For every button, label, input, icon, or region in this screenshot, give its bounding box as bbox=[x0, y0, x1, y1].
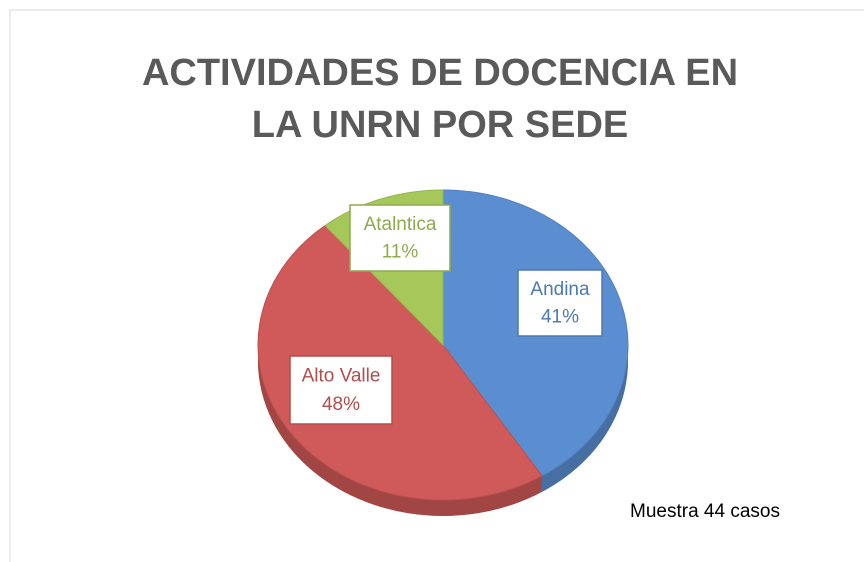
label-box bbox=[517, 269, 603, 337]
slice-value-label: 48% bbox=[322, 394, 360, 415]
annotation: Muestra 44 casos bbox=[630, 501, 780, 522]
slice-value-label: 41% bbox=[541, 307, 579, 328]
chart-title: ACTIVIDADES DE DOCENCIA EN LA UNRN POR SE… bbox=[142, 52, 738, 146]
label-box bbox=[289, 355, 393, 425]
slice bbox=[257, 224, 543, 501]
slice-label: Andina bbox=[530, 279, 590, 300]
label-box bbox=[349, 204, 451, 272]
slice-label: Atalntica bbox=[364, 214, 437, 235]
slice-value-label: 11% bbox=[382, 242, 419, 263]
slice-label: Alto Valle bbox=[302, 365, 381, 386]
